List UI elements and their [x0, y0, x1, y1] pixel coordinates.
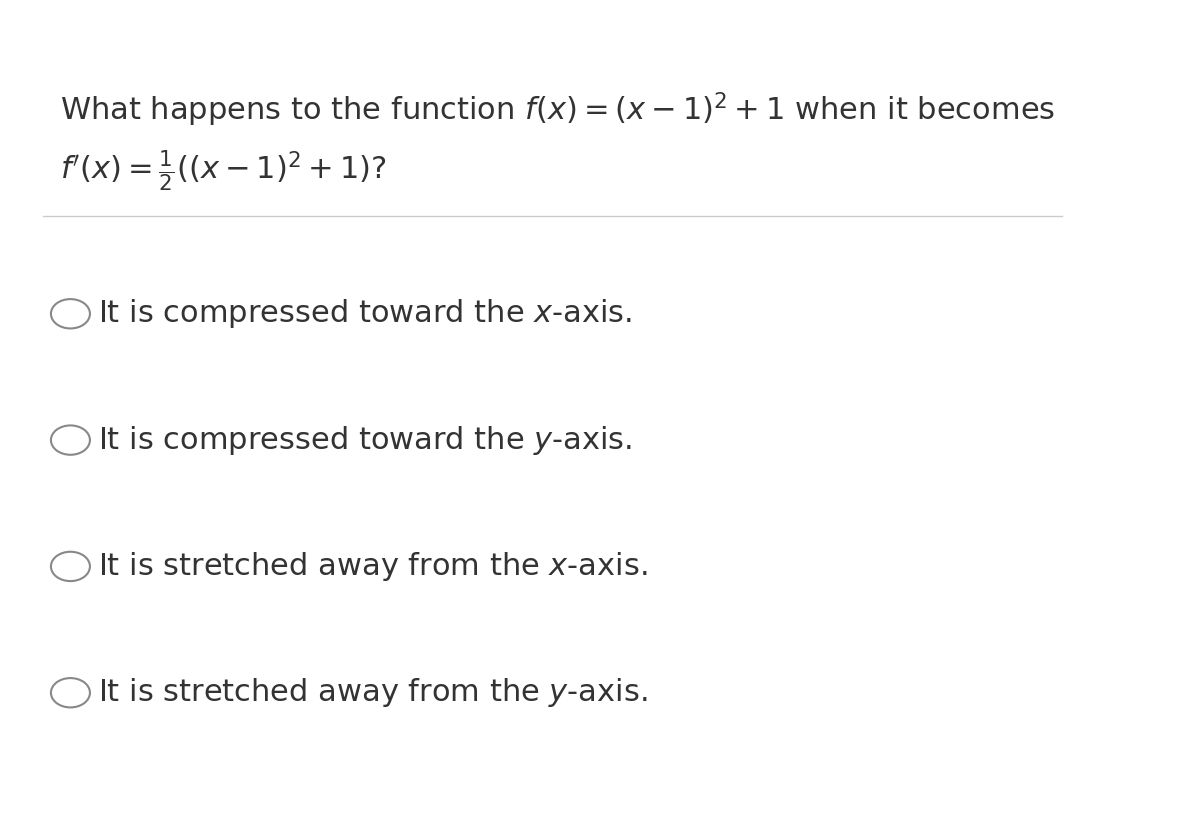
Text: $f'(x) = \frac{1}{2}((x - 1)^2 + 1)$?: $f'(x) = \frac{1}{2}((x - 1)^2 + 1)$?: [60, 148, 386, 194]
Text: It is stretched away from the $y$-axis.: It is stretched away from the $y$-axis.: [97, 676, 647, 709]
Text: What happens to the function $f(x) = (x - 1)^2 + 1$ when it becomes: What happens to the function $f(x) = (x …: [60, 90, 1055, 130]
Text: It is stretched away from the $x$-axis.: It is stretched away from the $x$-axis.: [97, 550, 647, 583]
Text: It is compressed toward the $y$-axis.: It is compressed toward the $y$-axis.: [97, 424, 631, 456]
Text: It is compressed toward the $x$-axis.: It is compressed toward the $x$-axis.: [97, 297, 631, 330]
